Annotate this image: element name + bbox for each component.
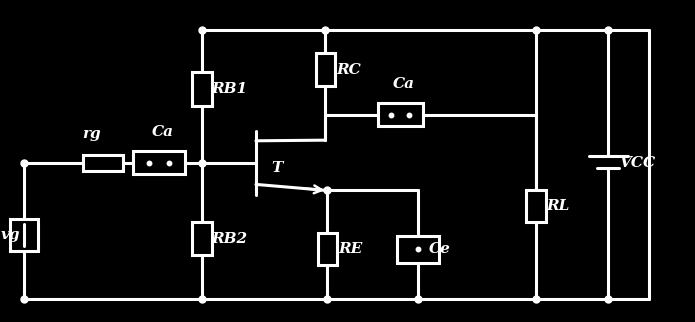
Bar: [316, 53, 335, 87]
Text: VCC: VCC: [619, 156, 655, 170]
Bar: [10, 219, 38, 251]
Text: Ce: Ce: [430, 242, 451, 256]
Text: RC: RC: [336, 62, 361, 77]
Text: T: T: [271, 161, 283, 175]
Text: RB2: RB2: [211, 232, 247, 246]
Text: Ca: Ca: [152, 125, 174, 139]
Text: RE: RE: [338, 242, 363, 256]
Text: RL: RL: [546, 199, 570, 213]
Bar: [133, 151, 184, 174]
Text: RB1: RB1: [211, 82, 247, 96]
Bar: [192, 72, 211, 106]
Bar: [318, 233, 337, 265]
Bar: [83, 155, 124, 171]
Bar: [192, 222, 211, 255]
Text: vg: vg: [1, 228, 20, 242]
Text: Ca: Ca: [393, 77, 416, 91]
Bar: [377, 103, 423, 126]
Bar: [526, 190, 546, 222]
Text: rg: rg: [83, 127, 101, 141]
Bar: [398, 235, 439, 263]
